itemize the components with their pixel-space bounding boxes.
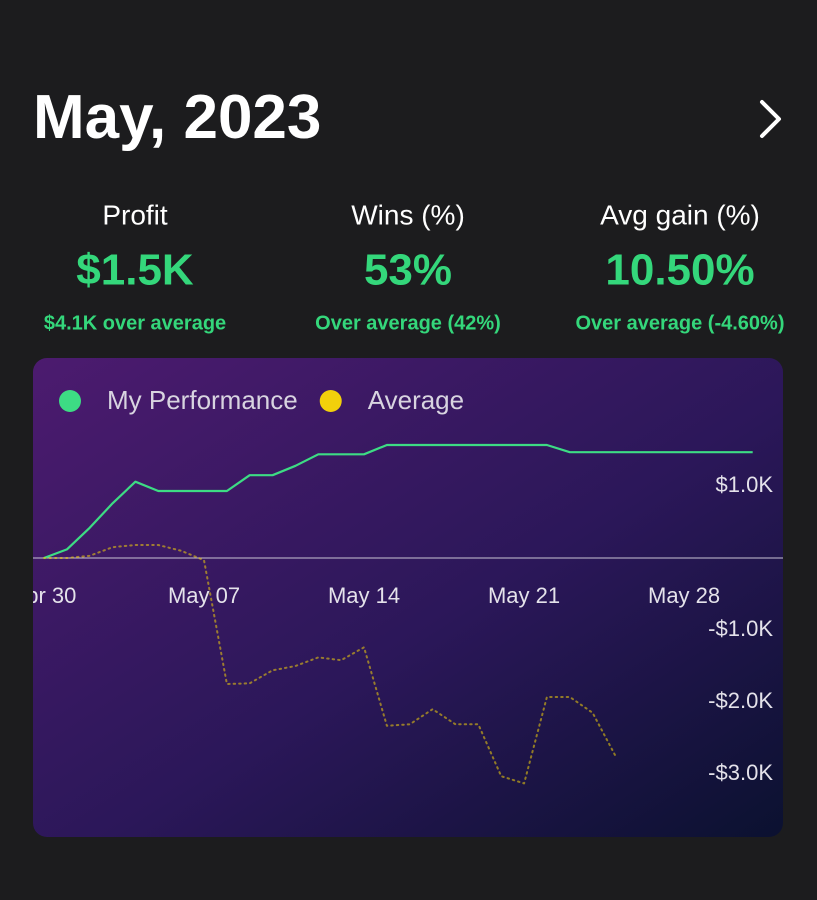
series-line (43, 443, 753, 560)
x-tick-label: May 21 (488, 583, 560, 608)
stat-note: Over average (42%) (315, 312, 501, 334)
stat-label: Wins (%) (351, 199, 465, 230)
stats: Profit $1.5K $4.1K over average Wins (%)… (44, 199, 785, 334)
stat-note: $4.1K over average (44, 312, 226, 334)
legend-label: My Performance (107, 385, 298, 415)
legend-label: Average (368, 385, 464, 415)
chart: $1.0K -$1.0K -$2.0K -$3.0K Apr 30 May 07 May 1… (12, 385, 783, 785)
y-tick-label: -$3.0K (708, 760, 773, 785)
x-tick-label: May 07 (168, 583, 240, 608)
stat-note: Over average (-4.60%) (575, 312, 784, 334)
chart-card (33, 358, 783, 837)
y-tick-label: $1.0K (716, 472, 774, 497)
legend-swatch (59, 390, 81, 412)
x-tick-label: May 28 (648, 583, 720, 608)
legend-swatch (319, 390, 342, 412)
stat-value: $1.5K (76, 246, 194, 295)
stat-label: Profit (102, 199, 168, 230)
y-tick-label: -$1.0K (708, 616, 773, 641)
stat-value: 10.50% (605, 246, 754, 295)
y-tick-label: -$2.0K (708, 688, 773, 713)
stat-label: Avg gain (%) (600, 199, 760, 230)
x-tick-label: May 14 (328, 583, 400, 608)
series-line (43, 544, 617, 785)
x-tick-label: Apr 30 (12, 583, 77, 608)
next-month-button[interactable] (760, 100, 781, 138)
month-title: May, 2023 (33, 83, 321, 152)
stat-value: 53% (364, 246, 452, 295)
